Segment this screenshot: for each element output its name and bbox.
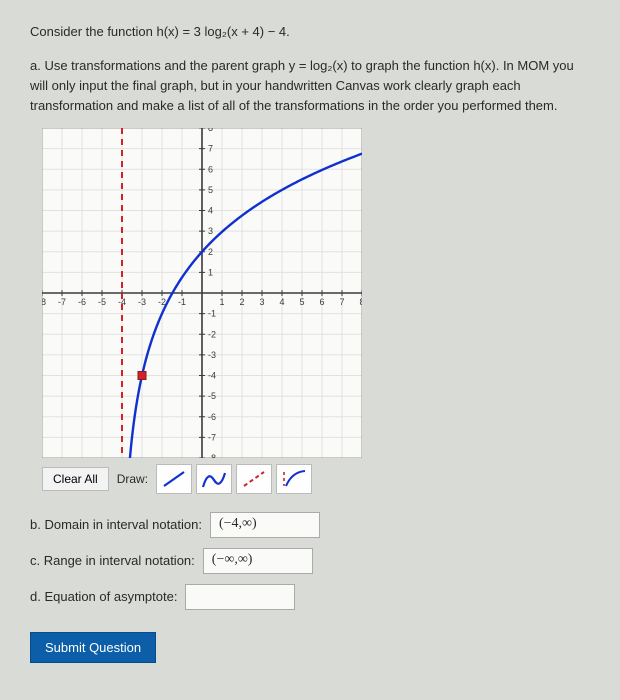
draw-label: Draw: (113, 472, 152, 486)
svg-text:-6: -6 (78, 297, 86, 307)
svg-text:-1: -1 (178, 297, 186, 307)
part-a-text: a. Use transformations and the parent gr… (30, 58, 574, 113)
svg-text:-6: -6 (208, 412, 216, 422)
svg-text:-3: -3 (208, 350, 216, 360)
svg-text:1: 1 (208, 267, 213, 277)
draw-toolbar: Clear All Draw: (42, 464, 590, 494)
svg-text:8: 8 (208, 128, 213, 133)
svg-text:-2: -2 (208, 329, 216, 339)
svg-text:-8: -8 (42, 297, 46, 307)
svg-text:4: 4 (279, 297, 284, 307)
submit-question-button[interactable]: Submit Question (30, 632, 156, 663)
svg-text:7: 7 (208, 144, 213, 154)
svg-text:5: 5 (299, 297, 304, 307)
svg-text:-7: -7 (208, 432, 216, 442)
prompt-text: Consider the function h(x) = 3 log₂(x + … (30, 24, 290, 39)
graph-svg: -8-7-6-5-4-3-2-112345678-8-7-6-5-4-3-2-1… (42, 128, 362, 458)
part-d-label: d. Equation of asymptote: (30, 589, 177, 604)
svg-text:5: 5 (208, 185, 213, 195)
tool-line[interactable] (156, 464, 192, 494)
part-a-instructions: a. Use transformations and the parent gr… (30, 56, 590, 116)
tool-asymptote-line[interactable] (236, 464, 272, 494)
svg-text:2: 2 (239, 297, 244, 307)
clear-all-button[interactable]: Clear All (42, 467, 109, 491)
svg-text:-4: -4 (208, 370, 216, 380)
function-prompt: Consider the function h(x) = 3 log₂(x + … (30, 22, 590, 42)
svg-text:8: 8 (359, 297, 362, 307)
part-b-label: b. Domain in interval notation: (30, 517, 202, 532)
range-input[interactable]: (−∞,∞) (203, 548, 313, 574)
domain-input[interactable]: (−4,∞) (210, 512, 320, 538)
svg-text:1: 1 (219, 297, 224, 307)
svg-text:3: 3 (259, 297, 264, 307)
svg-text:-1: -1 (208, 309, 216, 319)
graph-canvas[interactable]: -8-7-6-5-4-3-2-112345678-8-7-6-5-4-3-2-1… (42, 128, 362, 458)
svg-text:-5: -5 (98, 297, 106, 307)
tool-curve[interactable] (196, 464, 232, 494)
part-c-row: c. Range in interval notation: (−∞,∞) (30, 548, 590, 574)
tool-asymptote-curve[interactable] (276, 464, 312, 494)
part-c-label: c. Range in interval notation: (30, 553, 195, 568)
svg-text:6: 6 (319, 297, 324, 307)
part-b-row: b. Domain in interval notation: (−4,∞) (30, 512, 590, 538)
asymptote-input[interactable] (185, 584, 295, 610)
svg-text:6: 6 (208, 164, 213, 174)
svg-text:7: 7 (339, 297, 344, 307)
svg-text:2: 2 (208, 247, 213, 257)
svg-text:-7: -7 (58, 297, 66, 307)
svg-text:3: 3 (208, 226, 213, 236)
svg-text:4: 4 (208, 205, 213, 215)
svg-text:-3: -3 (138, 297, 146, 307)
part-d-row: d. Equation of asymptote: (30, 584, 590, 610)
svg-text:-5: -5 (208, 391, 216, 401)
svg-text:-8: -8 (208, 453, 216, 458)
